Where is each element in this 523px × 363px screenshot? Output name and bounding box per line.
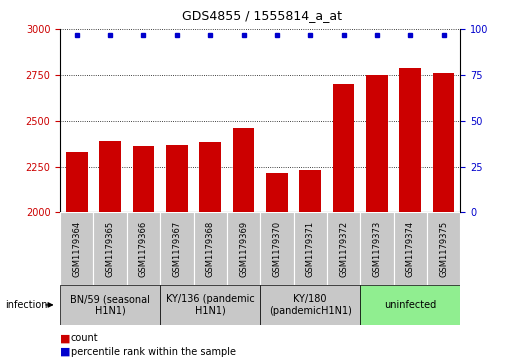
Text: GDS4855 / 1555814_a_at: GDS4855 / 1555814_a_at xyxy=(181,9,342,22)
Bar xyxy=(233,128,254,212)
Text: BN/59 (seasonal
H1N1): BN/59 (seasonal H1N1) xyxy=(70,294,150,316)
Text: ■: ■ xyxy=(60,333,71,343)
Text: GSM1179372: GSM1179372 xyxy=(339,221,348,277)
Text: KY/180
(pandemicH1N1): KY/180 (pandemicH1N1) xyxy=(269,294,351,316)
Bar xyxy=(127,212,160,285)
Bar xyxy=(199,142,221,212)
Text: GSM1179374: GSM1179374 xyxy=(406,221,415,277)
Text: infection: infection xyxy=(5,300,48,310)
Text: GSM1179369: GSM1179369 xyxy=(239,221,248,277)
Bar xyxy=(66,152,88,212)
Text: uninfected: uninfected xyxy=(384,300,436,310)
Text: GSM1179375: GSM1179375 xyxy=(439,221,448,277)
Bar xyxy=(160,212,194,285)
Bar xyxy=(99,141,121,212)
Text: GSM1179367: GSM1179367 xyxy=(173,221,181,277)
Text: percentile rank within the sample: percentile rank within the sample xyxy=(71,347,235,357)
Bar xyxy=(299,170,321,212)
Bar xyxy=(427,212,460,285)
Bar xyxy=(160,285,260,325)
Text: GSM1179365: GSM1179365 xyxy=(106,221,115,277)
Bar xyxy=(333,84,355,212)
Bar xyxy=(133,146,154,212)
Bar xyxy=(327,212,360,285)
Text: ■: ■ xyxy=(60,347,71,357)
Bar xyxy=(433,73,454,212)
Bar xyxy=(166,144,188,212)
Bar xyxy=(260,285,360,325)
Text: GSM1179364: GSM1179364 xyxy=(72,221,81,277)
Text: GSM1179370: GSM1179370 xyxy=(272,221,281,277)
Bar xyxy=(293,212,327,285)
Bar xyxy=(60,285,160,325)
Bar xyxy=(266,173,288,212)
Bar xyxy=(366,75,388,212)
Text: KY/136 (pandemic
H1N1): KY/136 (pandemic H1N1) xyxy=(166,294,255,316)
Bar xyxy=(260,212,293,285)
Bar xyxy=(360,285,460,325)
Bar xyxy=(94,212,127,285)
Bar xyxy=(400,68,421,212)
Bar xyxy=(227,212,260,285)
Text: GSM1179368: GSM1179368 xyxy=(206,221,214,277)
Text: GSM1179366: GSM1179366 xyxy=(139,221,148,277)
Bar xyxy=(394,212,427,285)
Bar xyxy=(194,212,227,285)
Text: count: count xyxy=(71,333,98,343)
Text: GSM1179371: GSM1179371 xyxy=(306,221,315,277)
Text: GSM1179373: GSM1179373 xyxy=(372,221,381,277)
Bar xyxy=(360,212,393,285)
Bar xyxy=(60,212,94,285)
